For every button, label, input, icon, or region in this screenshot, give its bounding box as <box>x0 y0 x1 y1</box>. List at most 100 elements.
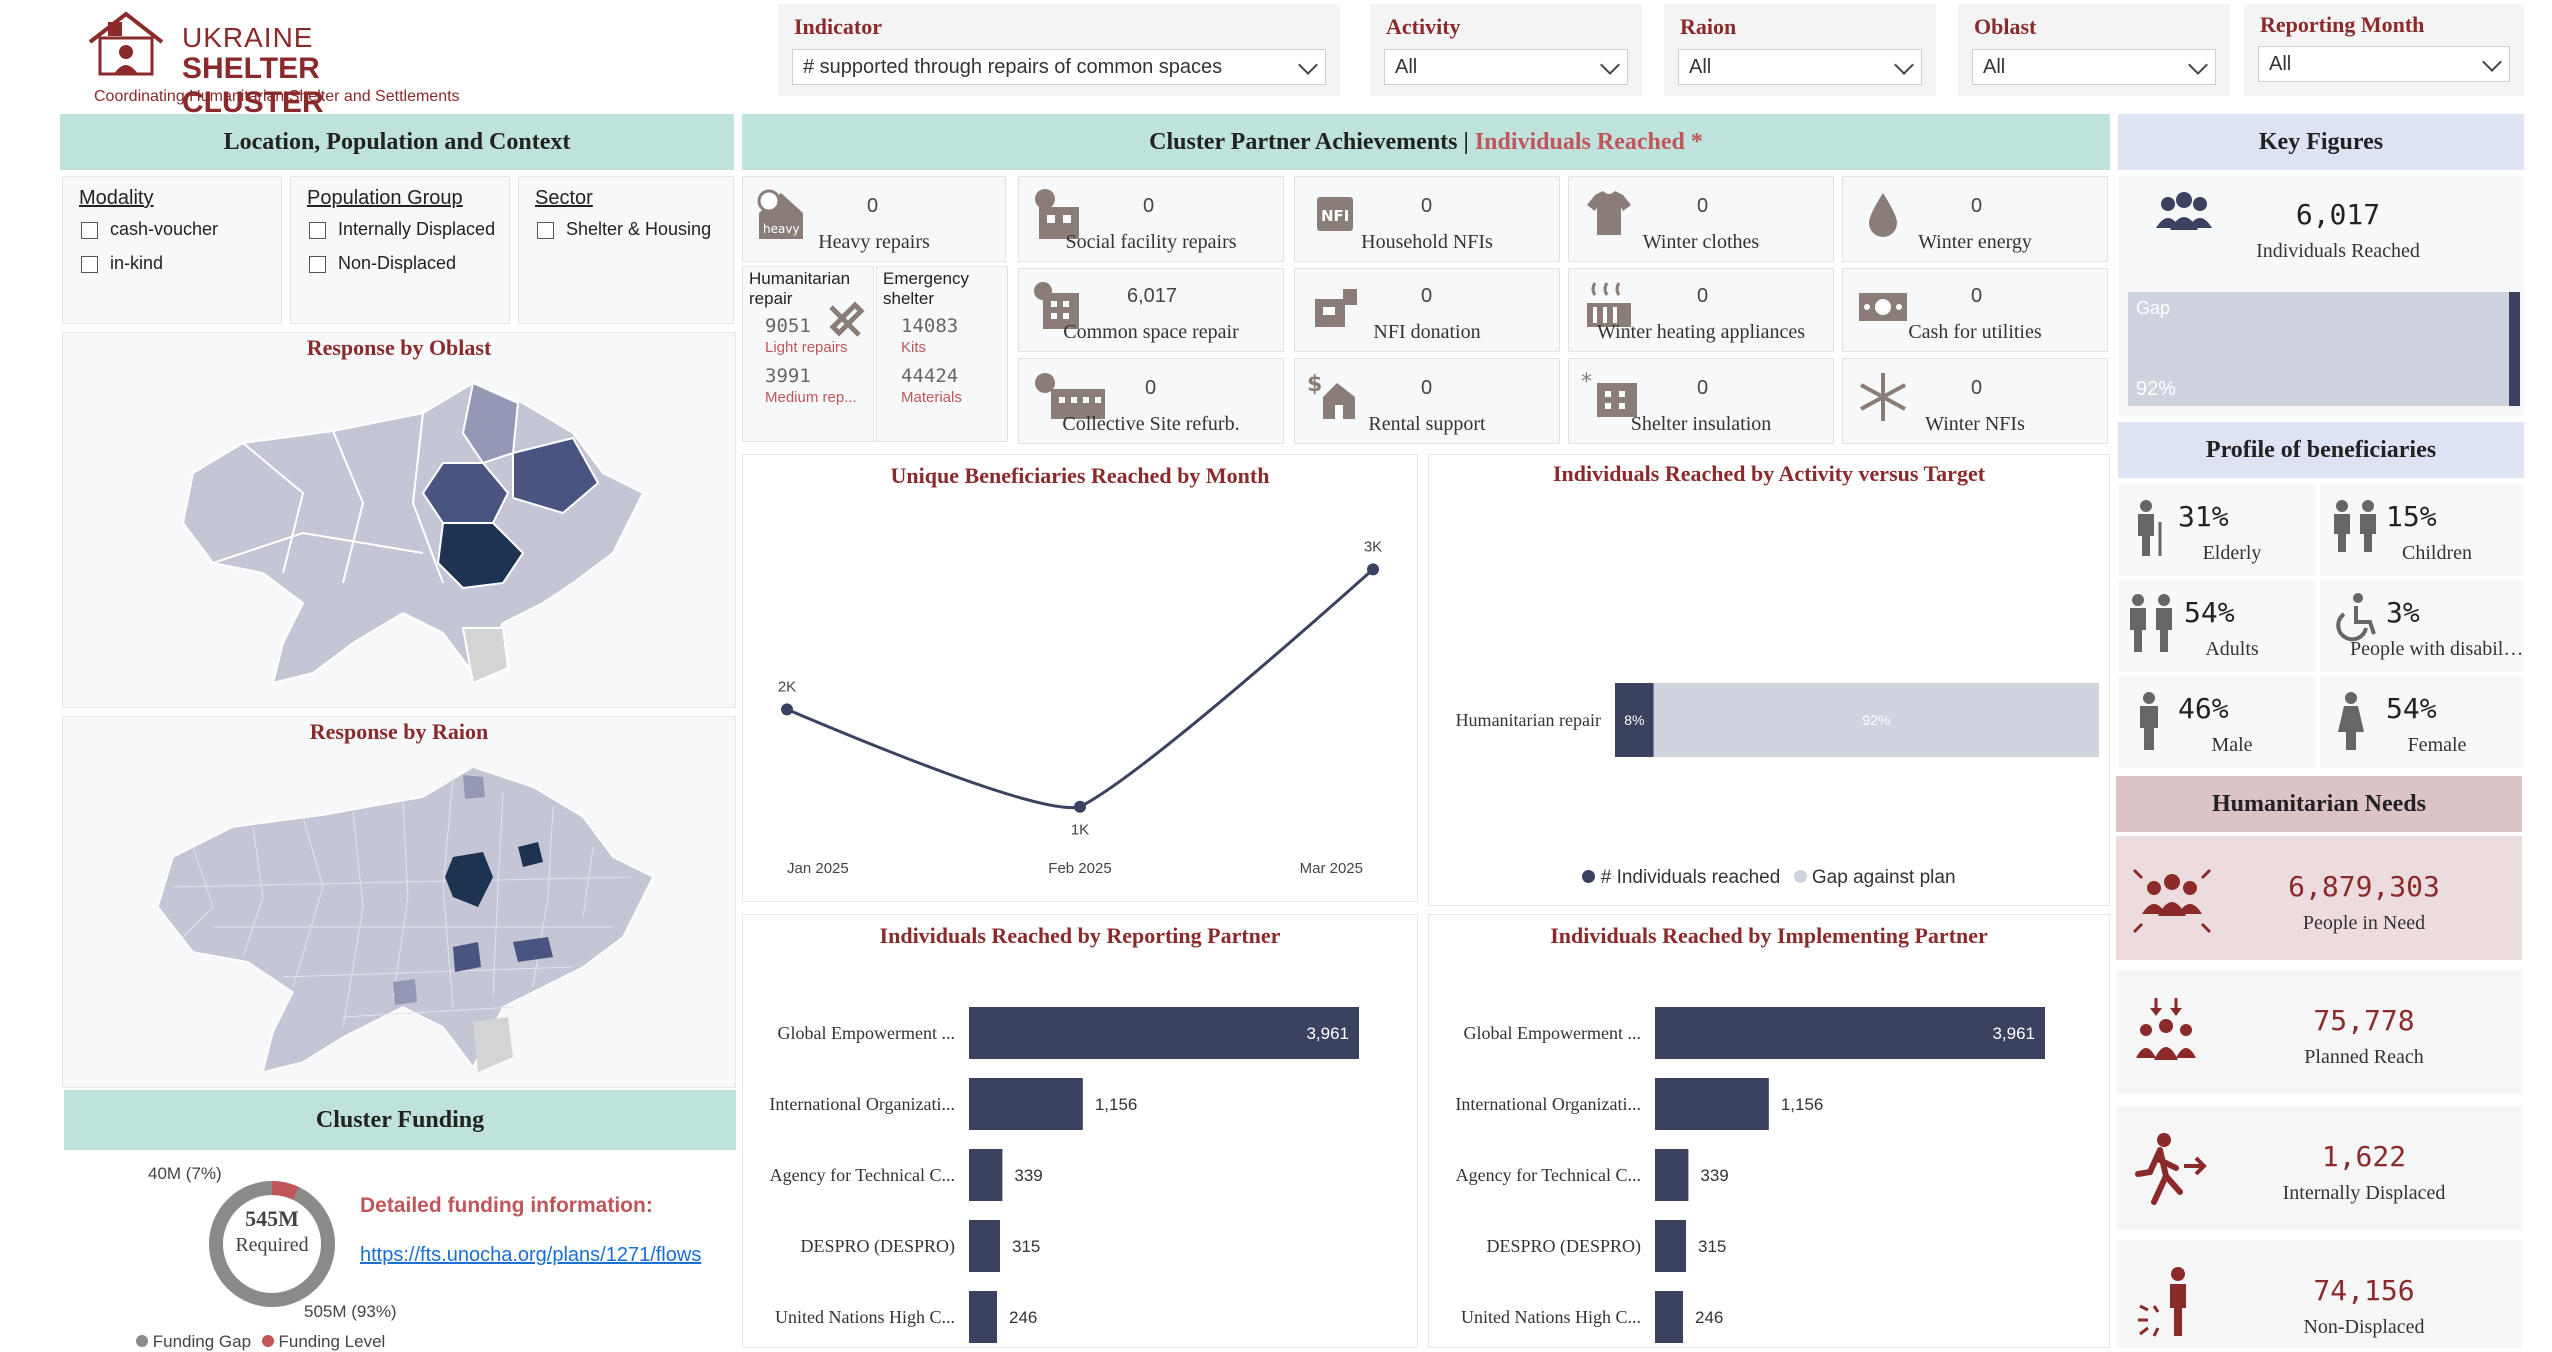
dropdown-value: All <box>1395 56 1418 78</box>
checkbox[interactable] <box>81 221 98 239</box>
category-label: Humanitarian repair <box>1456 710 1601 730</box>
achievements-header: Cluster Partner Achievements | Individua… <box>742 114 2110 170</box>
option-in-kind[interactable]: in-kind <box>81 253 163 274</box>
month-dropdown[interactable]: All <box>2258 46 2510 82</box>
tile-nfi-donation[interactable]: 0 NFI donation <box>1294 268 1560 352</box>
filter-label: Indicator <box>794 14 882 39</box>
filter-activity[interactable]: Activity All <box>1370 4 1642 96</box>
option-internally-displaced[interactable]: Internally Displaced <box>309 219 495 240</box>
tools-icon <box>829 301 865 337</box>
option-shelter-housing[interactable]: Shelter & Housing <box>537 219 711 240</box>
tile-label: Winter heating appliances <box>1597 321 1805 343</box>
people-in-need-icon <box>2132 868 2212 934</box>
chevron-down-icon <box>2188 55 2208 75</box>
legend-item: Gap against plan <box>1811 867 1956 888</box>
tile-household-nfis[interactable]: NFI 0 Household NFIs <box>1294 176 1560 262</box>
profile-value: 46% <box>2178 692 2229 725</box>
profile-label: Elderly <box>2202 542 2262 564</box>
tile-winter-heating-appliances[interactable]: 0 Winter heating appliances <box>1568 268 1834 352</box>
filter-reporting-month[interactable]: Reporting Month All <box>2244 4 2524 96</box>
line-chart-svg[interactable]: 2K Jan 2025 1K Feb 2025 3K Mar 2025 <box>743 495 1419 895</box>
tile-value: 0 <box>867 195 879 217</box>
snowflake-icon <box>1860 373 1906 421</box>
checkbox[interactable] <box>81 255 98 273</box>
need-planned-reach: 75,778 Planned Reach <box>2116 970 2522 1094</box>
data-label: 315 <box>1698 1237 1726 1256</box>
bar <box>1655 1078 1769 1130</box>
chart-title: Individuals Reached by Implementing Part… <box>1550 923 1988 948</box>
funding-gap-arc[interactable] <box>209 1181 335 1307</box>
filter-indicator[interactable]: Indicator # supported through repairs of… <box>778 4 1340 96</box>
profile-label: Female <box>2407 734 2467 756</box>
oblast-dropdown[interactable]: All <box>1972 49 2216 85</box>
option-cash-voucher[interactable]: cash-voucher <box>81 219 218 240</box>
tile-value: 0 <box>1421 195 1433 217</box>
raion-map[interactable] <box>153 767 713 1082</box>
tile-cash-for-utilities[interactable]: 0 Cash for utilities <box>1842 268 2108 352</box>
tile-value: 0 <box>1971 377 1983 399</box>
option-non-displaced[interactable]: Non-Displaced <box>309 253 456 274</box>
tile-label: Social facility repairs <box>1065 231 1237 253</box>
filter-oblast[interactable]: Oblast All <box>1958 4 2230 96</box>
profile-header: Profile of beneficiaries <box>2118 422 2524 478</box>
tile-shelter-insulation[interactable]: * 0 Shelter insulation <box>1568 358 1834 444</box>
filter-raion[interactable]: Raion All <box>1664 4 1936 96</box>
profile-label: Children <box>2402 542 2472 564</box>
funding-donut[interactable] <box>202 1174 342 1314</box>
category-label: DESPRO (DESPRO) <box>800 1236 955 1257</box>
bar <box>969 1291 997 1343</box>
materials-value: 44424 <box>901 365 959 387</box>
gap-bar[interactable]: Gap 92% <box>2128 292 2520 406</box>
tile-winter-energy[interactable]: 0 Winter energy <box>1842 176 2108 262</box>
dropdown-value: All <box>1689 56 1712 78</box>
reporting-bar-svg[interactable]: Global Empowerment ... 3,961 International… <box>743 965 1419 1349</box>
bar <box>1655 1007 2045 1059</box>
tile-heavy-repairs[interactable]: heavy 0 Heavy repairs <box>742 176 1006 262</box>
filter-label: Raion <box>1680 14 1737 39</box>
bar <box>969 1220 1001 1272</box>
stacked-bar-svg[interactable]: Humanitarian repair 8% 92% <box>1429 495 2111 855</box>
tile-value: 0 <box>1971 285 1983 307</box>
implementing-partner-chart: Individuals Reached by Implementing Part… <box>1428 914 2110 1348</box>
raion-dropdown[interactable]: All <box>1678 49 1922 85</box>
tile-collective-site-refurb[interactable]: 0 Collective Site refurb. <box>1018 358 1284 444</box>
series-line <box>786 568 1374 810</box>
activity-dropdown[interactable]: All <box>1384 49 1628 85</box>
tile-common-space-repair[interactable]: 6,017 Common space repair <box>1018 268 1284 352</box>
indicator-dropdown[interactable]: # supported through repairs of common sp… <box>792 49 1326 85</box>
bar <box>1655 1220 1687 1272</box>
need-non-displaced: 74,156 Non-Displaced <box>2116 1240 2522 1348</box>
funding-legend: Funding Gap Funding Level <box>136 1332 385 1352</box>
tile-label: NFI donation <box>1373 321 1481 343</box>
implementing-bar-svg[interactable]: Global Empowerment ... 3,961 International… <box>1429 965 2111 1349</box>
category-label: International Organizati... <box>1455 1094 1641 1114</box>
tile-value: 6,017 <box>1127 285 1178 307</box>
profile-value: 54% <box>2386 692 2437 725</box>
oblast-map[interactable] <box>173 383 693 693</box>
slicer-title: Sector <box>535 187 593 209</box>
chevron-down-icon <box>1894 55 1914 75</box>
profile-adults: 54% Adults <box>2118 580 2316 672</box>
option-label: Shelter & Housing <box>566 219 712 239</box>
medium-repairs-value: 3991 <box>765 365 811 387</box>
funding-link[interactable]: https://fts.unocha.org/plans/1271/flows <box>360 1244 702 1266</box>
category-label: United Nations High C... <box>1461 1307 1641 1327</box>
checkbox[interactable] <box>537 221 554 239</box>
data-label: 3K <box>1364 538 1382 555</box>
key-figures-header: Key Figures <box>2118 114 2524 170</box>
tile-social-facility-repairs[interactable]: 0 Social facility repairs <box>1018 176 1284 262</box>
activity-target-chart: Individuals Reached by Activity versus T… <box>1428 454 2110 906</box>
cash-icon <box>1859 293 1907 321</box>
tile-winter-clothes[interactable]: 0 Winter clothes <box>1568 176 1834 262</box>
tile-winter-nfis[interactable]: 0 Winter NFIs <box>1842 358 2108 444</box>
data-label: 246 <box>1695 1308 1723 1327</box>
checkbox[interactable] <box>309 221 326 239</box>
bar-reached <box>1615 683 1654 757</box>
tile-label: Cash for utilities <box>1908 321 2042 343</box>
checkbox[interactable] <box>309 255 326 273</box>
bar <box>1655 1291 1683 1343</box>
tile-rental-support[interactable]: $ 0 Rental support <box>1294 358 1560 444</box>
data-label: 8% <box>1624 712 1644 728</box>
adults-icon <box>2130 594 2172 652</box>
bar <box>969 1078 1083 1130</box>
